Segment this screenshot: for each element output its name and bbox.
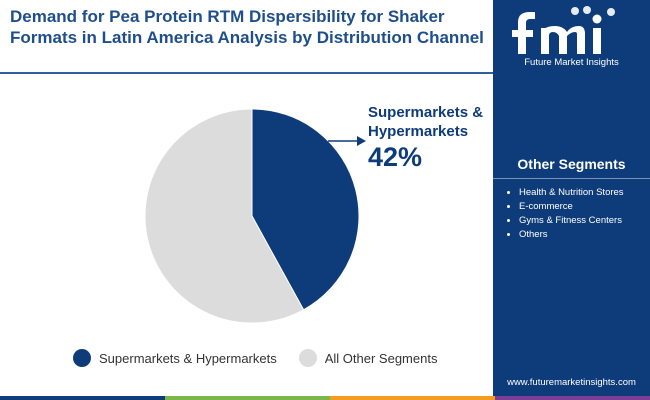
bottom-bar-segment <box>165 396 330 400</box>
pie-chart <box>144 108 366 324</box>
other-segments-list: Health & Nutrition Stores E-commerce Gym… <box>501 186 624 242</box>
legend-label-supermarkets: Supermarkets & Hypermarkets <box>99 350 277 366</box>
legend-swatch-other <box>298 349 317 367</box>
logo-text: Future Market Insights <box>524 57 619 68</box>
legend-item-other: All Other Segments <box>298 349 438 367</box>
callout-value: 42% <box>368 142 423 172</box>
legend: Supermarkets & Hypermarkets All Other Se… <box>73 349 459 367</box>
segment-item: Others <box>519 228 624 242</box>
pie-slice-0 <box>251 108 360 311</box>
segment-item: E-commerce <box>519 200 624 214</box>
bottom-bar-segment <box>330 396 495 400</box>
legend-label-other: All Other Segments <box>324 350 438 366</box>
chart-title: Demand for Pea Protein RTM Dispersibilit… <box>10 7 484 47</box>
legend-item-supermarkets: Supermarkets & Hypermarkets <box>73 349 277 367</box>
legend-swatch-supermarkets <box>73 349 91 367</box>
fmi-logo <box>512 6 615 54</box>
segment-item: Gyms & Fitness Centers <box>519 214 624 228</box>
title-divider <box>0 72 493 74</box>
callout-arrow <box>328 136 366 146</box>
bottom-bar-segment <box>0 396 165 400</box>
pie-slices <box>144 108 360 324</box>
segment-item: Health & Nutrition Stores <box>519 186 624 200</box>
callout-label: Supermarkets & Hypermarkets <box>368 104 484 140</box>
bottom-bar-segment <box>495 396 650 400</box>
segments-divider <box>493 178 650 179</box>
pie-slice-1 <box>144 108 305 324</box>
website-link[interactable]: www.futuremarketinsights.com <box>507 377 636 388</box>
bottom-color-bar <box>0 396 650 400</box>
pie-callout: Supermarkets & Hypermarkets 42% <box>368 103 498 172</box>
sidebar-panel: Future Market Insights Other Segments He… <box>493 0 650 400</box>
other-segments-heading: Other Segments <box>517 156 626 172</box>
